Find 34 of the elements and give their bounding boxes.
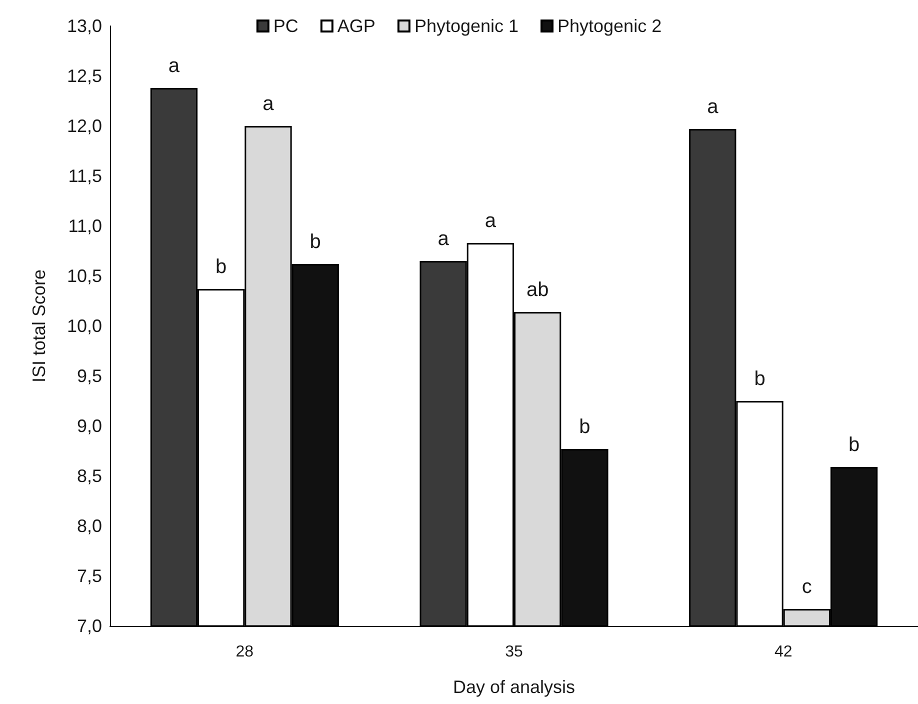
y-tick-label: 8,5 [76,466,102,486]
data-label: b [310,231,321,253]
data-label: b [216,256,227,278]
y-tick-label: 10,0 [66,316,102,336]
y-axis-title: ISI total Score [29,269,49,383]
data-label: b [848,434,860,456]
data-label: b [579,416,590,438]
y-tick-label: 11,0 [68,216,102,236]
x-axis-title: Day of analysis [452,677,576,697]
y-tick-label: 8,0 [76,516,102,536]
data-label: a [262,93,275,115]
legend-label: Phytogenic 1 [414,16,519,36]
legend-label: Phytogenic 2 [558,16,662,36]
x-tick-label: 35 [505,644,523,660]
y-tick-label: 9,5 [76,366,102,386]
data-label: b [754,368,766,390]
data-label: ab [526,279,549,301]
y-tick-label: 7,0 [76,616,102,636]
data-label: a [484,210,497,232]
y-tick-label: 7,5 [76,566,102,586]
y-tick-label: 12,5 [66,66,102,86]
y-tick-label: 10,5 [66,266,102,286]
legend-label: AGP [337,16,376,36]
data-label: c [802,576,812,598]
x-tick-label: 42 [774,644,792,660]
y-tick-label: 12,0 [66,116,102,136]
y-tick-label: 13,0 [66,16,102,36]
legend-label: PC [273,16,298,36]
data-label: a [707,96,720,118]
y-tick-label: 9,0 [76,416,102,436]
y-tick-label: 11,5 [68,166,102,186]
data-label: a [438,228,450,250]
x-tick-label: 28 [236,644,254,660]
data-label: a [168,55,180,77]
